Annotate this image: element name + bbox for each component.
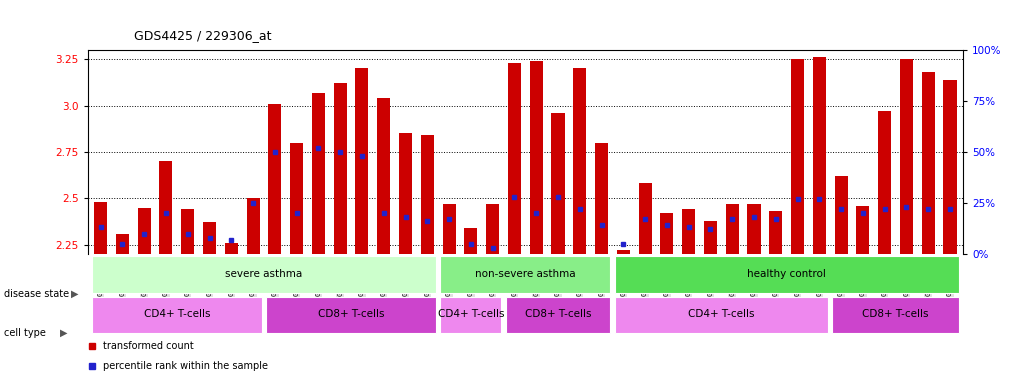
- Bar: [441, 256, 610, 293]
- Bar: [682, 209, 695, 254]
- Bar: [443, 204, 455, 254]
- Bar: [832, 297, 959, 333]
- Bar: [574, 68, 586, 254]
- Bar: [856, 206, 869, 254]
- Bar: [266, 297, 436, 333]
- Bar: [595, 142, 608, 254]
- Text: healthy control: healthy control: [747, 268, 826, 278]
- Bar: [900, 59, 913, 254]
- Bar: [748, 204, 760, 254]
- Bar: [203, 222, 216, 254]
- Bar: [615, 297, 828, 333]
- Text: CD8+ T-cells: CD8+ T-cells: [524, 309, 591, 319]
- Bar: [312, 93, 324, 254]
- Bar: [529, 61, 543, 254]
- Text: CD4+ T-cells: CD4+ T-cells: [143, 309, 210, 319]
- Text: disease state: disease state: [4, 289, 69, 299]
- Bar: [138, 208, 150, 254]
- Bar: [246, 198, 260, 254]
- Bar: [486, 204, 500, 254]
- Text: ▶: ▶: [71, 289, 78, 299]
- Bar: [355, 68, 369, 254]
- Bar: [615, 256, 959, 293]
- Text: CD8+ T-cells: CD8+ T-cells: [318, 309, 384, 319]
- Bar: [181, 209, 195, 254]
- Bar: [160, 161, 172, 254]
- Bar: [225, 243, 238, 254]
- Bar: [94, 202, 107, 254]
- Bar: [441, 297, 502, 333]
- Text: CD4+ T-cells: CD4+ T-cells: [438, 309, 504, 319]
- Bar: [508, 63, 521, 254]
- Bar: [551, 113, 564, 254]
- Bar: [879, 111, 891, 254]
- Bar: [726, 204, 739, 254]
- Text: severe asthma: severe asthma: [226, 268, 303, 278]
- Bar: [639, 184, 652, 254]
- Bar: [660, 213, 674, 254]
- Bar: [922, 72, 935, 254]
- Bar: [465, 228, 477, 254]
- Bar: [617, 250, 629, 254]
- Bar: [268, 104, 281, 254]
- Bar: [943, 79, 957, 254]
- Bar: [377, 98, 390, 254]
- Bar: [92, 256, 436, 293]
- Bar: [92, 297, 262, 333]
- Bar: [506, 297, 610, 333]
- Text: transformed count: transformed count: [103, 341, 194, 351]
- Text: cell type: cell type: [4, 328, 46, 338]
- Text: percentile rank within the sample: percentile rank within the sample: [103, 361, 268, 371]
- Bar: [290, 142, 303, 254]
- Bar: [703, 220, 717, 254]
- Text: GDS4425 / 229306_at: GDS4425 / 229306_at: [134, 29, 271, 42]
- Bar: [399, 133, 412, 254]
- Text: ▶: ▶: [60, 328, 67, 338]
- Bar: [115, 233, 129, 254]
- Bar: [769, 211, 783, 254]
- Bar: [334, 83, 347, 254]
- Bar: [813, 57, 826, 254]
- Bar: [791, 59, 804, 254]
- Bar: [421, 135, 434, 254]
- Bar: [834, 176, 848, 254]
- Text: non-severe asthma: non-severe asthma: [475, 268, 576, 278]
- Text: CD4+ T-cells: CD4+ T-cells: [688, 309, 755, 319]
- Text: CD8+ T-cells: CD8+ T-cells: [862, 309, 929, 319]
